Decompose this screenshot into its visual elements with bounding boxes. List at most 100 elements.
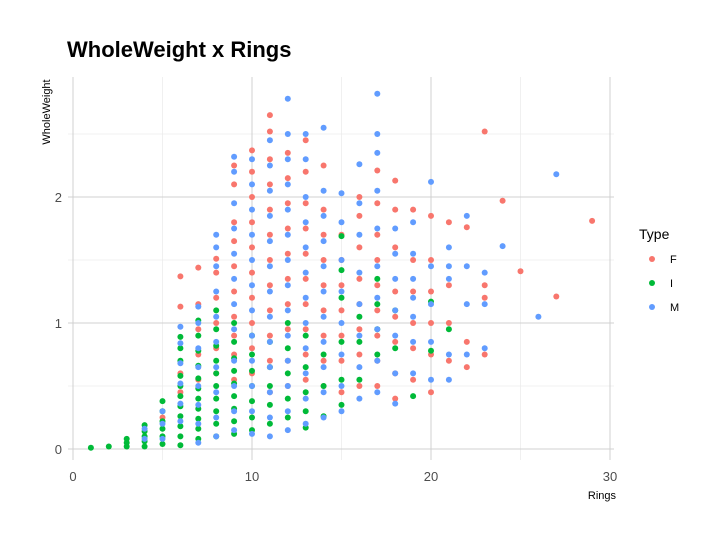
point-I <box>338 376 345 383</box>
point-M <box>320 124 327 131</box>
point-I <box>213 420 220 427</box>
point-F <box>374 307 381 314</box>
point-F <box>249 219 255 226</box>
point-I <box>249 351 255 358</box>
point-M <box>266 414 273 421</box>
point-F <box>249 345 255 352</box>
point-M <box>249 257 255 263</box>
point-F <box>266 357 273 364</box>
point-I <box>177 333 184 340</box>
point-M <box>553 171 560 178</box>
point-M <box>266 313 273 320</box>
point-F <box>302 168 309 175</box>
point-M <box>410 275 417 282</box>
point-F <box>284 301 291 308</box>
point-I <box>213 326 220 333</box>
point-I <box>159 398 166 405</box>
point-F <box>338 389 345 396</box>
point-I <box>195 332 202 339</box>
point-M <box>535 313 542 320</box>
point-I <box>195 425 202 432</box>
point-M <box>392 307 399 314</box>
point-F <box>481 282 488 289</box>
point-M <box>213 288 220 295</box>
point-I <box>195 395 202 402</box>
point-M <box>266 263 273 270</box>
point-M <box>338 219 345 226</box>
point-M <box>445 244 452 251</box>
point-F <box>249 244 255 251</box>
point-F <box>445 282 452 289</box>
point-F <box>302 351 309 358</box>
point-F <box>266 332 273 339</box>
point-F <box>213 294 220 301</box>
point-M <box>266 137 273 144</box>
point-M <box>356 301 363 308</box>
point-M <box>374 131 381 137</box>
point-M <box>374 187 381 194</box>
point-M <box>266 187 273 194</box>
point-M <box>320 288 327 295</box>
point-M <box>284 427 291 434</box>
point-M <box>213 313 220 320</box>
point-I <box>284 320 291 326</box>
point-I <box>213 357 220 364</box>
point-M <box>231 326 238 333</box>
point-F <box>249 320 255 326</box>
point-M <box>266 433 273 440</box>
point-F <box>284 326 291 333</box>
point-F <box>249 269 255 276</box>
point-M <box>284 131 291 137</box>
point-M <box>445 376 452 383</box>
point-F <box>410 345 417 352</box>
point-I <box>302 364 309 371</box>
point-I <box>445 326 452 333</box>
point-I <box>213 370 220 377</box>
point-M <box>338 190 345 197</box>
point-F <box>374 282 381 289</box>
point-F <box>213 255 220 262</box>
point-F <box>284 250 291 257</box>
point-F <box>374 231 381 238</box>
point-F <box>463 338 470 345</box>
point-F <box>284 225 291 232</box>
point-M <box>374 294 381 301</box>
legend-label-M: M <box>670 302 679 314</box>
y-axis-title: WholeWeight <box>41 79 53 144</box>
point-I <box>356 338 363 345</box>
point-M <box>284 231 291 238</box>
point-I <box>356 313 363 320</box>
point-M <box>374 225 381 232</box>
point-M <box>428 301 434 308</box>
point-I <box>231 393 238 400</box>
point-M <box>463 212 470 219</box>
point-M <box>302 131 309 137</box>
point-F <box>392 338 399 345</box>
point-M <box>320 238 327 245</box>
point-I <box>123 435 130 442</box>
point-I <box>177 423 184 430</box>
point-M <box>374 149 381 156</box>
point-M <box>141 425 148 432</box>
point-F <box>266 181 273 188</box>
point-I <box>213 383 220 389</box>
point-F <box>195 264 202 271</box>
point-M <box>284 156 291 163</box>
point-F <box>392 288 399 295</box>
point-F <box>320 206 327 213</box>
point-I <box>320 383 327 389</box>
point-I <box>231 418 238 425</box>
point-M <box>249 282 255 289</box>
point-F <box>392 177 399 184</box>
point-M <box>445 263 452 270</box>
x-tick-label: 20 <box>424 469 438 484</box>
point-M <box>195 303 202 310</box>
point-F <box>284 149 291 156</box>
point-F <box>302 250 309 257</box>
point-I <box>338 401 345 408</box>
point-I <box>266 401 273 408</box>
point-F <box>410 257 417 263</box>
point-F <box>410 320 417 326</box>
point-I <box>87 444 94 451</box>
point-M <box>195 364 202 371</box>
